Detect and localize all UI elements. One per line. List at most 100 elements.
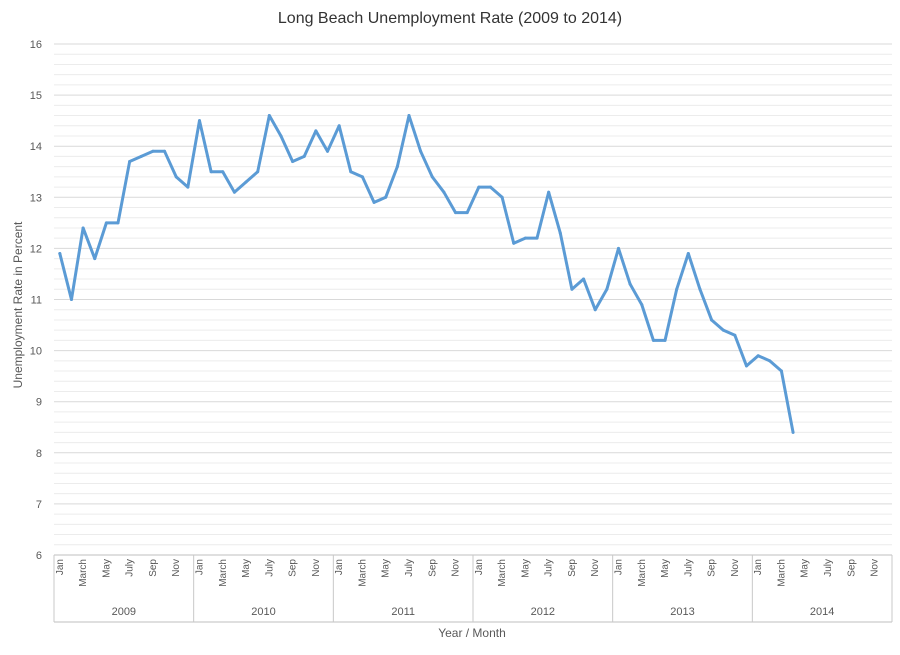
y-axis: 6 7 8 9 10 11 12 13 14 15 16: [30, 39, 42, 562]
series-line: [58, 114, 795, 434]
x-month-label: Nov: [730, 559, 741, 577]
x-month-label: July: [823, 559, 834, 577]
y-tick-label: 9: [36, 397, 42, 409]
x-year-label: 2009: [112, 606, 136, 618]
data-point: [686, 252, 690, 256]
y-tick-label: 8: [36, 448, 42, 460]
x-month-label: March: [637, 559, 648, 587]
data-point: [349, 170, 353, 174]
x-month-label: July: [264, 559, 275, 577]
x-month-label: May: [381, 559, 392, 578]
data-point: [779, 369, 783, 373]
data-point: [442, 190, 446, 194]
y-tick-label: 13: [30, 192, 42, 204]
x-month-label: Nov: [451, 559, 462, 577]
data-point: [163, 149, 167, 153]
x-month-label: May: [660, 559, 671, 578]
x-year-label: 2012: [531, 606, 555, 618]
data-point: [465, 211, 469, 215]
x-month-label: July: [683, 559, 694, 577]
data-point: [151, 149, 155, 153]
data-point: [256, 170, 260, 174]
x-month-label: Sep: [846, 559, 857, 577]
x-year-label: 2014: [810, 606, 834, 618]
data-point: [710, 318, 714, 322]
data-point: [721, 328, 725, 332]
x-month-label: Jan: [613, 559, 624, 575]
x-month-label: March: [78, 559, 89, 587]
x-month-label: Jan: [55, 559, 66, 575]
x-month-label: Sep: [148, 559, 159, 577]
x-month-label: Sep: [427, 559, 438, 577]
x-month-label: March: [776, 559, 787, 587]
data-point: [640, 303, 644, 307]
data-point: [279, 134, 283, 138]
data-point: [104, 221, 108, 225]
data-point: [267, 114, 271, 118]
data-point: [547, 190, 551, 194]
x-month-label: May: [101, 559, 112, 578]
data-point: [360, 175, 364, 179]
data-point: [174, 175, 178, 179]
x-month-label: Sep: [707, 559, 718, 577]
x-month-label: May: [520, 559, 531, 578]
x-year-label: 2011: [391, 606, 415, 618]
data-point: [651, 338, 655, 342]
data-point: [58, 252, 62, 256]
x-month-label: March: [357, 559, 368, 587]
data-point: [605, 287, 609, 291]
x-month-label: March: [497, 559, 508, 587]
data-point: [139, 154, 143, 158]
data-point: [430, 175, 434, 179]
data-point: [663, 338, 667, 342]
data-point: [535, 236, 539, 240]
y-axis-title: Unemployment Rate in Percent: [11, 221, 25, 388]
x-month-label: Nov: [590, 559, 601, 577]
data-point: [209, 170, 213, 174]
x-month-label: May: [241, 559, 252, 578]
data-point: [395, 165, 399, 169]
x-month-label: Sep: [288, 559, 299, 577]
x-month-label: July: [544, 559, 555, 577]
y-tick-label: 12: [30, 243, 42, 255]
data-point: [454, 211, 458, 215]
y-tick-label: 6: [36, 550, 42, 562]
data-point: [500, 195, 504, 199]
data-point: [512, 241, 516, 245]
y-tick-label: 10: [30, 346, 42, 358]
data-point: [698, 287, 702, 291]
x-month-label: May: [800, 559, 811, 578]
data-point: [593, 308, 597, 312]
data-point: [128, 160, 132, 164]
data-point: [616, 246, 620, 250]
data-point: [93, 257, 97, 261]
series-layer: [58, 114, 795, 434]
data-point: [628, 282, 632, 286]
data-point: [756, 354, 760, 358]
data-point: [69, 298, 73, 301]
data-point: [582, 277, 586, 281]
data-point: [477, 185, 481, 189]
data-point: [326, 149, 330, 153]
x-year-label: 2010: [251, 606, 275, 618]
x-month-label: July: [404, 559, 415, 577]
data-point: [488, 185, 492, 189]
x-axis-title: Year / Month: [438, 626, 506, 640]
data-point: [244, 180, 248, 184]
x-month-label: Sep: [567, 559, 578, 577]
y-tick-label: 15: [30, 90, 42, 102]
data-point: [675, 287, 679, 291]
x-month-label: Jan: [753, 559, 764, 575]
data-point: [221, 170, 225, 174]
x-axis: Jan March May July Sep Nov 2009 Jan March May July…: [53, 554, 893, 623]
y-tick-label: 11: [31, 295, 42, 307]
chart-title: Long Beach Unemployment Rate (2009 to 20…: [278, 10, 622, 27]
x-month-label: Nov: [870, 559, 881, 577]
y-tick-label: 16: [30, 39, 42, 51]
data-point: [570, 287, 574, 291]
data-point: [419, 149, 423, 153]
data-point: [745, 364, 749, 368]
x-month-label: March: [218, 559, 229, 587]
data-point: [558, 231, 562, 235]
